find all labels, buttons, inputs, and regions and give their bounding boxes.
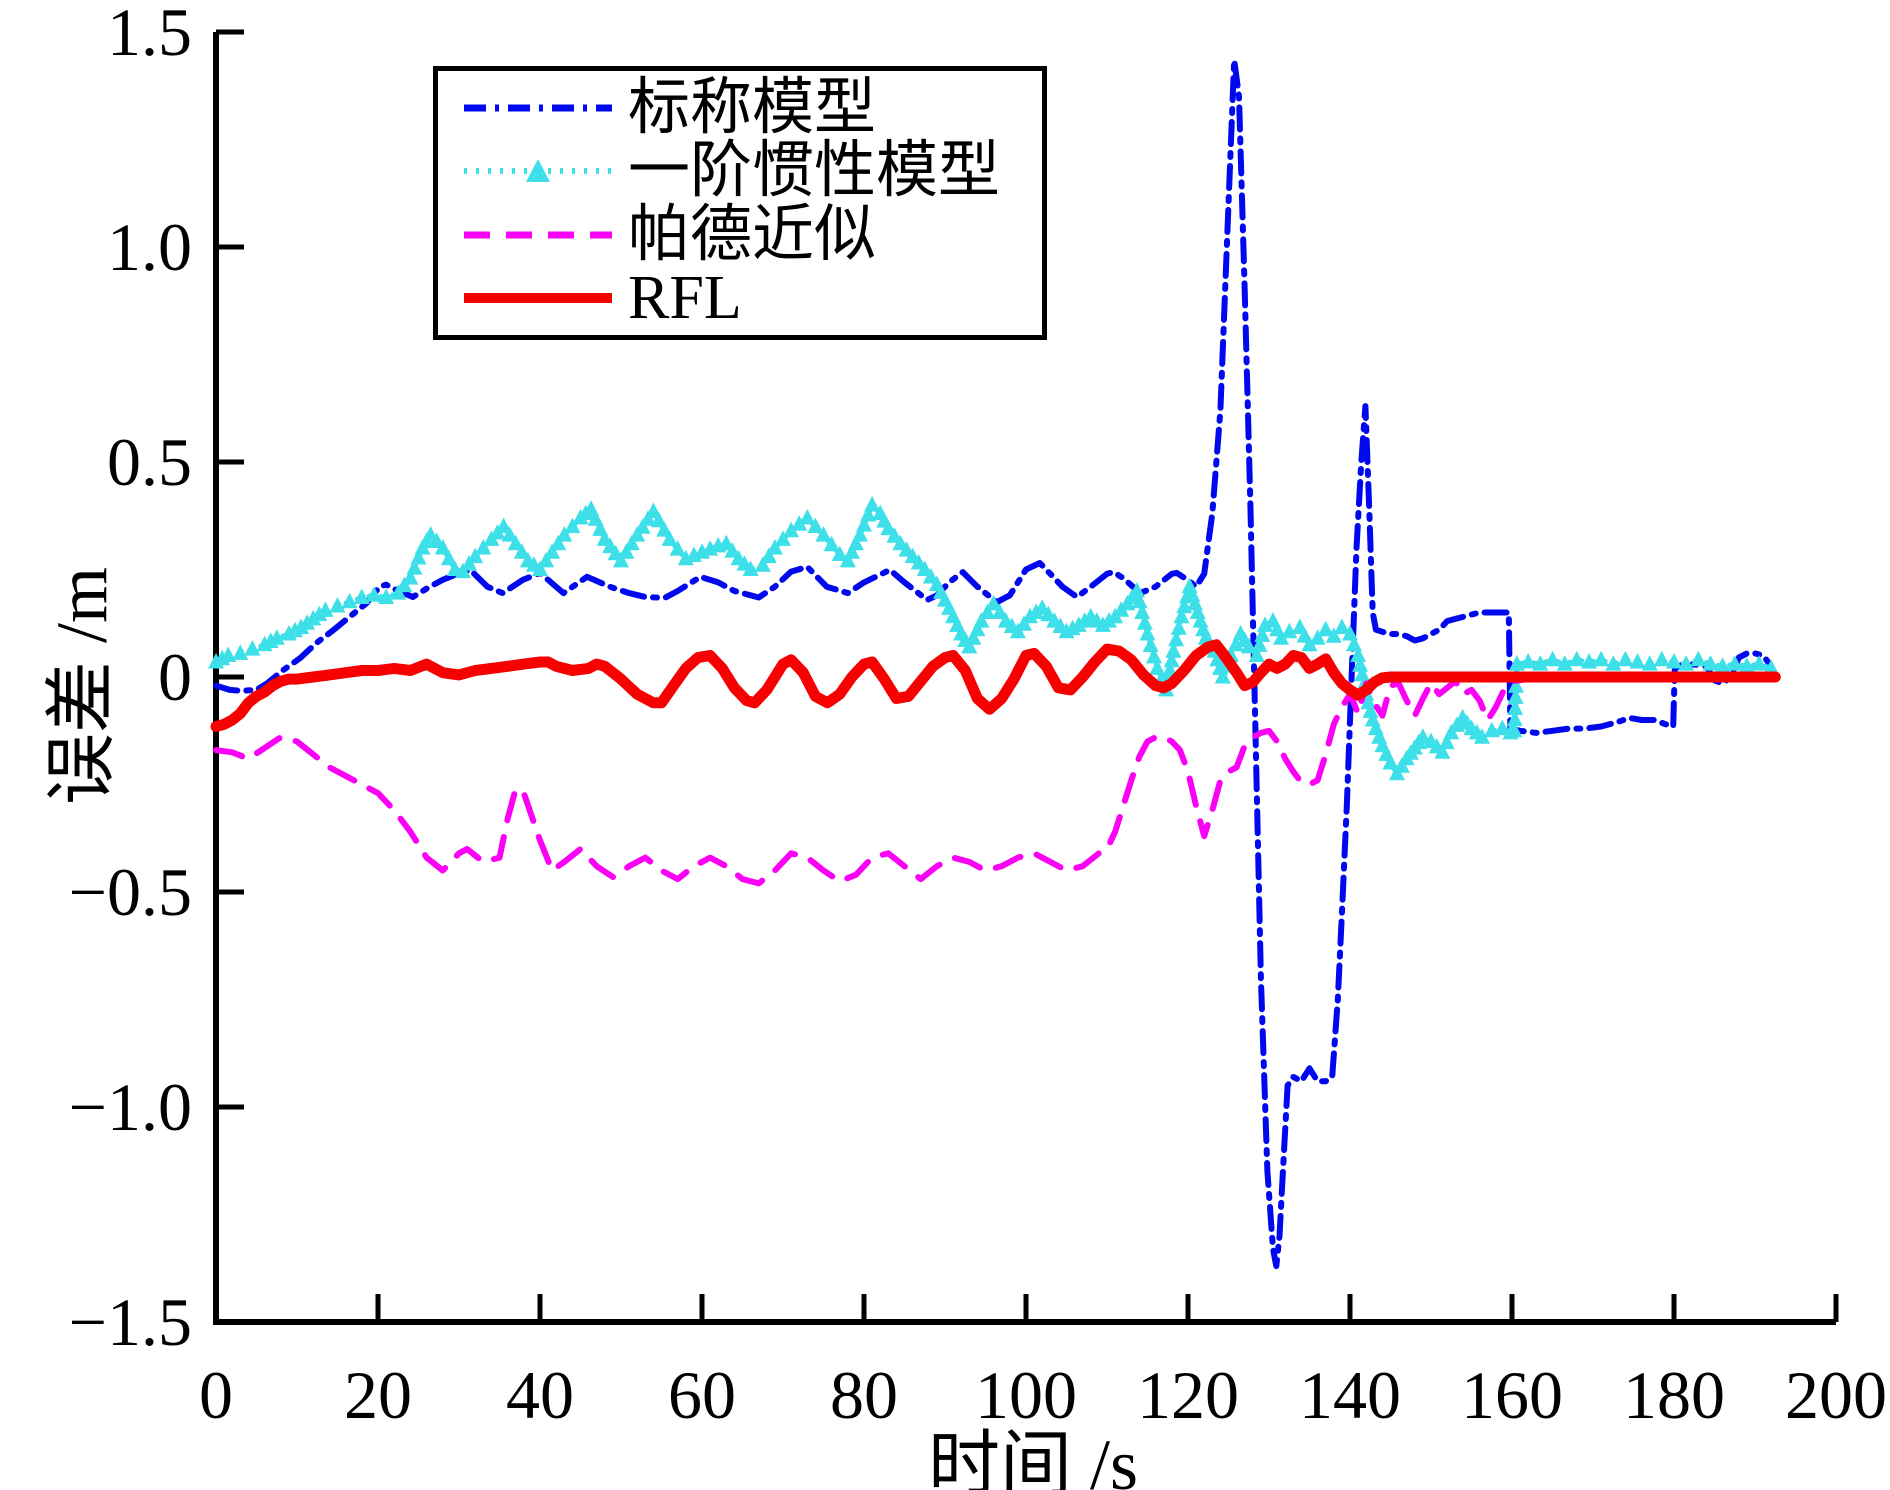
y-tick-label-6: 1.5 [107, 0, 192, 70]
x-tick-label-5: 100 [975, 1357, 1077, 1433]
x-tick-label-7: 140 [1299, 1357, 1401, 1433]
legend-label-pade-approximation: 帕德近似 [628, 200, 877, 269]
legend-label-nominal-model: 标称模型 [628, 73, 877, 142]
x-tick-label-10: 200 [1785, 1357, 1887, 1433]
legend-item-nominal-model: 标称模型 [462, 77, 1042, 139]
series-line-0 [213, 56, 1775, 1270]
x-tick-label-9: 180 [1623, 1357, 1725, 1433]
y-tick-label-4: 0.5 [107, 424, 192, 500]
series-markers-1 [208, 496, 1780, 781]
series-line-2 [213, 674, 1775, 887]
legend-solid-line-sample [464, 293, 612, 304]
y-tick-label-0: −1.5 [69, 1284, 192, 1360]
y-axis-label: 误差 /m [42, 567, 122, 806]
y-tick-label-3: 0 [158, 639, 192, 715]
legend-item-rfl: RFL [462, 267, 1042, 329]
series-line-3 [210, 639, 1781, 732]
x-tick-label-4: 80 [830, 1357, 898, 1433]
legend-dashdot-line-sample [464, 104, 612, 112]
y-tick-label-2: −0.5 [69, 854, 192, 930]
x-tick-label-3: 60 [668, 1357, 736, 1433]
x-tick-label-8: 160 [1461, 1357, 1563, 1433]
legend-label-rfl: RFL [628, 264, 742, 333]
legend-label-first-order-inertia-model: 一阶惯性模型 [628, 137, 1001, 206]
y-tick-label-1: −1.0 [69, 1069, 192, 1145]
x-tick-label-1: 20 [344, 1357, 412, 1433]
x-tick-label-2: 40 [506, 1357, 574, 1433]
legend-item-pade-approximation: 帕德近似 [462, 204, 1042, 266]
x-tick-label-6: 120 [1137, 1357, 1239, 1433]
y-tick-label-5: 1.0 [107, 209, 192, 285]
legend: 标称模型 一阶惯性模型 帕德近似 RFL [433, 66, 1047, 340]
x-axis-label: 时间 /s [927, 1425, 1139, 1490]
legend-dashed-line-sample [464, 231, 612, 239]
legend-dotted-triangle-line-sample [464, 159, 612, 183]
x-tick-label-0: 0 [199, 1357, 233, 1433]
legend-item-first-order-inertia-model: 一阶惯性模型 [462, 140, 1042, 202]
